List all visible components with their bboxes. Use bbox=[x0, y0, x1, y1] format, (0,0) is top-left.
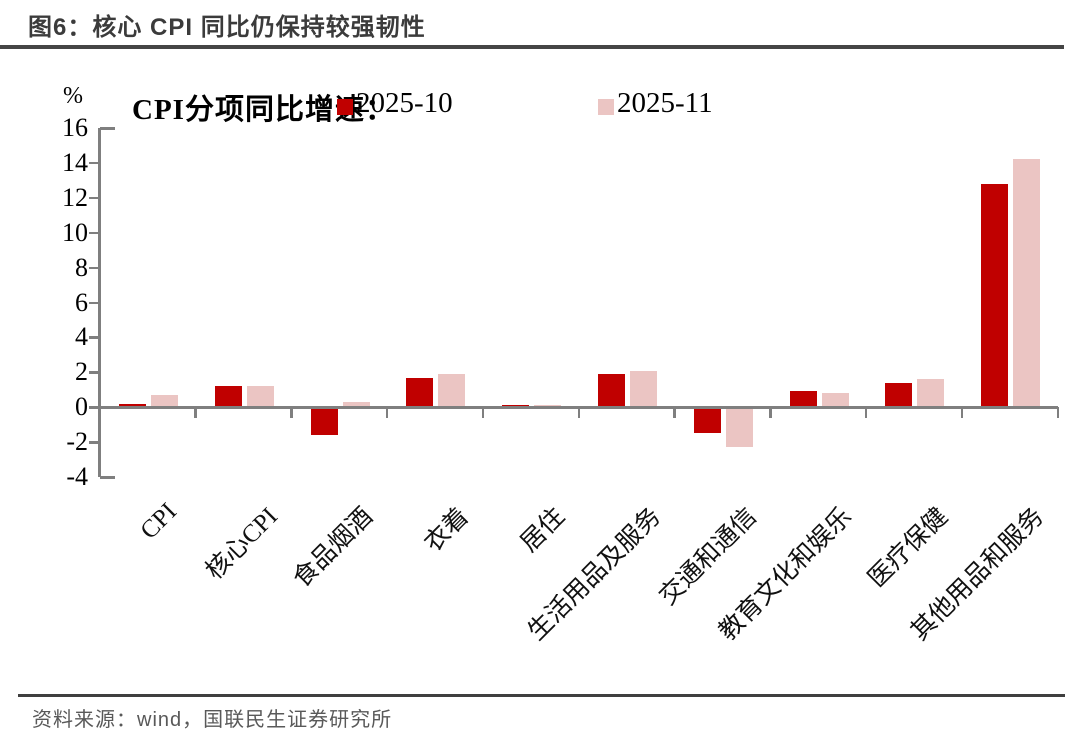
y-tick bbox=[100, 476, 115, 479]
bar-2025-11-交通和通信 bbox=[725, 407, 753, 448]
bar-2025-11-医疗保健 bbox=[917, 379, 945, 408]
legend-swatch-2025-11 bbox=[598, 99, 614, 115]
y-tick bbox=[89, 196, 99, 200]
x-category-label-4: 衣着 bbox=[419, 502, 475, 558]
x-axis-boundary-tick bbox=[769, 407, 772, 419]
y-tick-label: -4 bbox=[66, 462, 88, 491]
x-category-label-2: 核心CPI bbox=[200, 502, 283, 585]
y-tick-label: 6 bbox=[75, 287, 88, 317]
source-text: 资料来源：wind，国联民生证券研究所 bbox=[32, 709, 393, 731]
y-tick bbox=[89, 301, 99, 305]
y-tick-label: 12 bbox=[62, 182, 88, 212]
x-axis-boundary-tick bbox=[960, 407, 964, 419]
y-tick-label: 10 bbox=[62, 217, 88, 247]
bar-2025-11-核心CPI bbox=[246, 386, 274, 408]
y-tick-label: 8 bbox=[75, 252, 88, 282]
y-tick-label: 2 bbox=[75, 357, 88, 387]
y-tick bbox=[89, 441, 99, 444]
legend-label-2025-11: 2025-11 bbox=[617, 87, 713, 119]
legend-label-2025-10: 2025-10 bbox=[356, 87, 453, 119]
y-tick-label: 4 bbox=[75, 322, 88, 352]
figure-title: 图6：核心 CPI 同比仍保持较强韧性 bbox=[28, 14, 426, 41]
y-axis-unit-label: % bbox=[63, 83, 83, 109]
y-tick-label: 14 bbox=[62, 147, 88, 177]
bar-2025-10-医疗保健 bbox=[885, 382, 913, 408]
bar-2025-10-交通和通信 bbox=[693, 407, 721, 434]
x-category-label-9: 医疗保健 bbox=[863, 502, 954, 593]
bar-2025-11-其他用品和服务 bbox=[1013, 159, 1041, 408]
x-category-label-3: 食品烟酒 bbox=[288, 502, 379, 593]
y-axis-line bbox=[98, 128, 101, 477]
x-category-label-5: 居住 bbox=[515, 502, 571, 558]
bar-2025-11-生活用品及服务 bbox=[629, 370, 657, 408]
legend-swatch-2025-10 bbox=[337, 99, 353, 115]
x-axis-boundary-tick bbox=[577, 407, 581, 419]
x-axis-boundary-tick bbox=[673, 407, 676, 419]
y-tick bbox=[89, 231, 99, 235]
bar-2025-11-衣着 bbox=[438, 374, 466, 408]
y-tick bbox=[89, 336, 99, 339]
bar-2025-10-衣着 bbox=[406, 377, 434, 408]
x-axis-boundary-tick bbox=[194, 407, 197, 419]
x-axis-boundary-tick bbox=[1056, 407, 1060, 419]
bar-2025-10-教育文化和娱乐 bbox=[789, 391, 817, 408]
y-tick bbox=[89, 266, 99, 270]
bar-2025-10-生活用品及服务 bbox=[597, 374, 625, 408]
y-tick bbox=[100, 127, 115, 130]
y-tick-label: -2 bbox=[66, 427, 88, 457]
bar-2025-11-食品烟酒 bbox=[342, 401, 370, 408]
y-tick bbox=[89, 406, 99, 409]
x-axis-boundary-tick bbox=[290, 407, 293, 419]
footer-rule bbox=[18, 694, 1065, 697]
bar-2025-10-其他用品和服务 bbox=[981, 183, 1009, 408]
x-axis-boundary-tick bbox=[385, 407, 389, 419]
x-category-label-1: CPI bbox=[135, 498, 182, 545]
bar-2025-10-核心CPI bbox=[214, 386, 242, 408]
bar-2025-10-食品烟酒 bbox=[310, 407, 338, 436]
x-axis-boundary-tick bbox=[864, 407, 868, 419]
y-tick-label: 16 bbox=[62, 113, 88, 142]
bar-2025-11-教育文化和娱乐 bbox=[821, 393, 849, 408]
y-tick bbox=[89, 161, 99, 165]
y-tick bbox=[89, 371, 99, 374]
bar-2025-10-CPI bbox=[118, 403, 146, 408]
x-axis-boundary-tick bbox=[481, 407, 485, 419]
title-underline bbox=[0, 45, 1064, 49]
bar-2025-11-CPI bbox=[150, 394, 178, 408]
y-tick-label: 0 bbox=[75, 392, 88, 422]
